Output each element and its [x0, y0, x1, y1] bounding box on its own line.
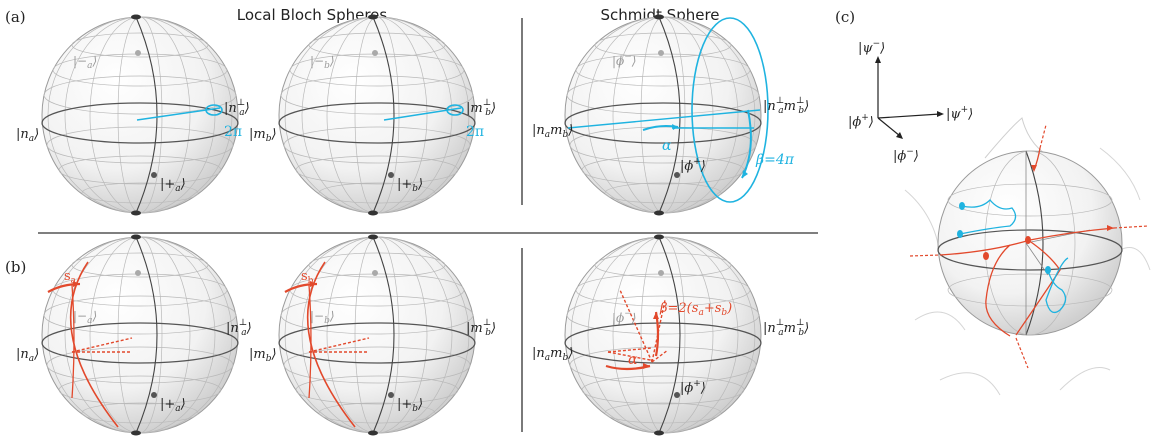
ket-psi-plus: |ψ+⟩ — [946, 105, 973, 122]
panel-label-c: (c) — [835, 8, 855, 26]
ket-phi-plus-c: |ϕ+⟩ — [848, 113, 874, 130]
panel-label-a: (a) — [5, 8, 26, 26]
sphere-b-schmidt: |ϕ−⟩ |ϕ+⟩ — [564, 233, 762, 437]
sphere-b-local-b: |−b⟩ |+b⟩ sb — [278, 233, 476, 437]
ket-na-perp-mb-perp: |n⊥ am⊥ b⟩ — [763, 96, 809, 116]
sphere-a-schmidt: |ϕ−⟩ |ϕ+⟩ — [564, 13, 769, 217]
angle-2pi-b: 2π — [466, 124, 484, 140]
ket-mb-perp-b: |m⊥ b⟩ — [466, 318, 496, 338]
ket-na-perp-mb-perp-b: |n⊥ am⊥ b⟩ — [763, 318, 809, 338]
ket-minus-b-b: |−b⟩ — [310, 309, 335, 326]
ket-plus-b: |+b⟩ — [397, 177, 423, 194]
ket-na-left: |na⟩ — [16, 127, 39, 144]
ket-na-perp: |n⊥ a⟩ — [224, 98, 250, 118]
ket-na-perp-b: |n⊥ a⟩ — [226, 318, 252, 338]
beta-label-b: β=2(sa+sb) — [659, 301, 732, 318]
sb-label: sb — [301, 269, 314, 286]
panel-label-b: (b) — [5, 258, 26, 276]
ket-mb-left: |mb⟩ — [249, 127, 277, 144]
ket-phi-plus-a: |ϕ+⟩ — [680, 157, 706, 174]
header-local-bloch-spheres: Local Bloch Spheres — [237, 6, 388, 24]
ket-na-mb-b: |namb⟩ — [532, 346, 573, 363]
ket-na-mb: |namb⟩ — [532, 123, 573, 140]
sphere-b-local-a: |−a⟩ |+a⟩ sa — [41, 233, 239, 437]
ket-na-left-b: |na⟩ — [16, 347, 39, 364]
alpha-label-a: α — [662, 138, 672, 154]
sphere-a-local-a: |−a⟩ |+a⟩ — [41, 13, 239, 217]
ket-minus-b: |−b⟩ — [310, 54, 335, 71]
alpha-label-b: α — [628, 352, 638, 368]
ket-minus-a: |−a⟩ — [73, 54, 97, 71]
ket-mb-perp: |m⊥ b⟩ — [466, 98, 496, 118]
ket-phi-minus-a: |ϕ−⟩ — [612, 52, 636, 68]
sphere-c — [904, 117, 1151, 396]
ket-psi-minus: |ψ−⟩ — [858, 39, 885, 56]
sphere-a-local-b: |−b⟩ |+b⟩ — [278, 13, 476, 217]
ket-minus-a-b: |−a⟩ — [73, 309, 97, 326]
ket-plus-a-b: |+a⟩ — [160, 397, 186, 414]
ket-phi-minus-c: |ϕ−⟩ — [893, 147, 919, 164]
ket-mb-left-b: |mb⟩ — [249, 347, 277, 364]
beta-label-a: β=4π — [755, 152, 795, 168]
angle-2pi-a: 2π — [224, 124, 242, 140]
axes-c: |ψ−⟩ |ψ+⟩ |ϕ+⟩ |ϕ−⟩ — [848, 39, 973, 164]
sa-label: sa — [64, 269, 77, 286]
ket-phi-minus-b: |ϕ−⟩ — [612, 309, 636, 325]
ket-phi-plus-b: |ϕ+⟩ — [680, 379, 706, 396]
ket-plus-a: |+a⟩ — [160, 177, 186, 194]
ket-plus-b-b: |+b⟩ — [397, 397, 423, 414]
